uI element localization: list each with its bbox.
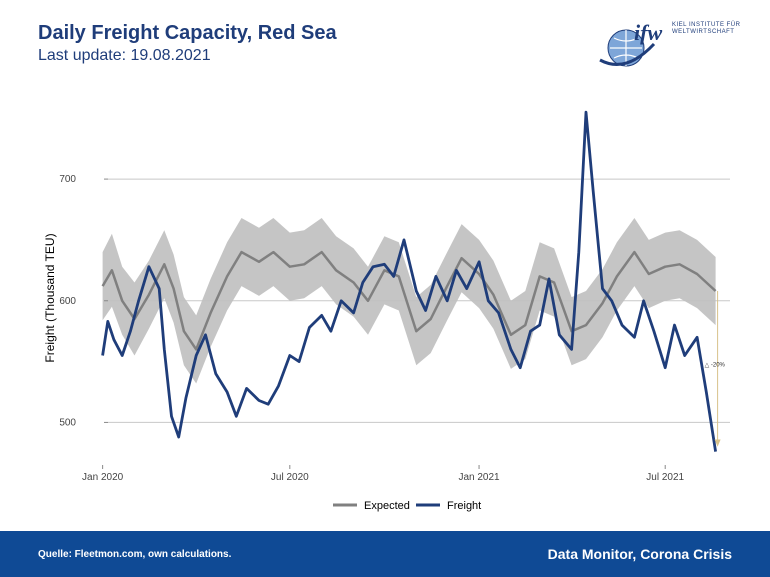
freight-line xyxy=(101,110,717,452)
x-tick-label: Jul 2020 xyxy=(271,472,309,483)
source-note: Quelle: Fleetmon.com, own calculations. xyxy=(38,549,232,560)
freight-chart: 500 600 700 Jan 2020 Jul 2020 Jan 2021 Jul 202… xyxy=(43,110,730,512)
legend: Expected Freight xyxy=(333,500,481,512)
ifw-logo: ifw KIEL INSTITUTE FÜR WELTWIRTSCHAFT xyxy=(596,14,740,76)
globe-icon xyxy=(599,29,656,67)
y-tick-label: 500 xyxy=(59,417,76,428)
y-tick-label: 700 xyxy=(59,174,76,185)
x-tick-label: Jan 2020 xyxy=(82,472,124,483)
chart-subtitle: Last update: 19.08.2021 xyxy=(38,47,211,64)
y-axis-title: Freight (Thousand TEU) xyxy=(43,233,57,362)
legend-expected-label: Expected xyxy=(364,500,410,512)
y-tick-label: 600 xyxy=(59,296,76,307)
logo-subtext: KIEL INSTITUTE FÜR WELTWIRTSCHAFT xyxy=(672,22,741,35)
axis-layer: 500 600 700 Jan 2020 Jul 2020 Jan 2021 Jul 202… xyxy=(59,174,684,483)
chart-title: Daily Freight Capacity, Red Sea xyxy=(38,22,337,44)
series-layer xyxy=(101,110,717,452)
x-tick-label: Jul 2021 xyxy=(646,472,684,483)
drop-annotation: △ -20% xyxy=(705,362,726,368)
legend-freight-label: Freight xyxy=(447,500,481,512)
footer-brand: Data Monitor, Corona Crisis xyxy=(547,546,732,562)
footer-bar: Quelle: Fleetmon.com, own calculations. … xyxy=(0,531,770,577)
drop-arrowhead xyxy=(714,439,721,447)
logo-text: ifw xyxy=(634,20,663,45)
x-tick-label: Jan 2021 xyxy=(458,472,500,483)
annotation-layer: △ -20% xyxy=(705,291,726,447)
